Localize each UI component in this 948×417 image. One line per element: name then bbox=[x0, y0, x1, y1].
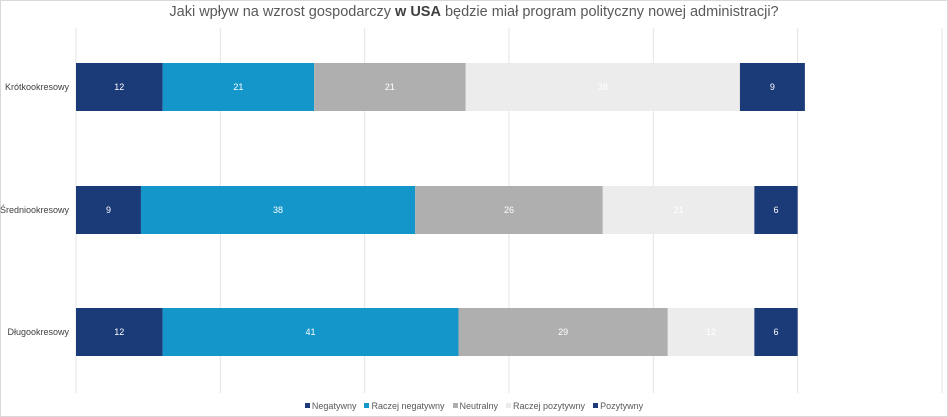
legend-item: Raczej negatywny bbox=[364, 401, 445, 411]
legend-label: Neutralny bbox=[459, 401, 499, 411]
category-label: Długookresowy bbox=[7, 327, 69, 337]
category-labels: Krótkookresowy Średniookresowy Długookreso… bbox=[0, 82, 69, 337]
bar-segment bbox=[314, 63, 466, 111]
bar-segment bbox=[667, 308, 755, 356]
bar-segment bbox=[76, 63, 163, 111]
bar-segment bbox=[602, 186, 755, 234]
data-label: 9 bbox=[770, 82, 775, 92]
bar-segment bbox=[458, 308, 668, 356]
chart-title-bold-part: w USA bbox=[395, 4, 441, 20]
bar-segment bbox=[76, 186, 141, 234]
legend-item: Pozytywny bbox=[593, 401, 643, 411]
bar-segment bbox=[739, 63, 805, 111]
data-label: 38 bbox=[598, 82, 608, 92]
data-label: 21 bbox=[385, 82, 395, 92]
category-label: Krótkookresowy bbox=[5, 82, 70, 92]
data-label: 26 bbox=[504, 205, 514, 215]
bar-segment bbox=[415, 186, 603, 234]
legend-label: Negatywny bbox=[311, 401, 357, 411]
legend-label: Raczej pozytywny bbox=[513, 401, 586, 411]
legend-item: Neutralny bbox=[452, 401, 499, 411]
bars bbox=[76, 63, 805, 356]
legend-item: Negatywny bbox=[304, 401, 357, 411]
legend-swatch bbox=[506, 403, 512, 409]
bar-segment bbox=[162, 63, 315, 111]
data-label: 38 bbox=[273, 205, 283, 215]
category-label: Średniookresowy bbox=[0, 204, 69, 215]
data-label: 12 bbox=[114, 327, 124, 337]
legend-swatch bbox=[304, 403, 310, 409]
legend-item: Raczej pozytywny bbox=[506, 401, 585, 411]
legend-label: Raczej negatywny bbox=[371, 401, 445, 411]
data-label: 12 bbox=[114, 82, 124, 92]
bar-segment bbox=[76, 308, 163, 356]
data-label: 21 bbox=[674, 205, 684, 215]
bar-segment bbox=[754, 308, 798, 356]
data-label: 21 bbox=[233, 82, 243, 92]
legend-label: Pozytywny bbox=[600, 401, 644, 411]
data-label: 12 bbox=[706, 327, 716, 337]
bar-segment bbox=[140, 186, 416, 234]
data-label: 6 bbox=[774, 205, 779, 215]
bar-segment bbox=[754, 186, 798, 234]
chart-legend: Negatywny Raczej negatywny Neutralny Raczej… bbox=[0, 401, 948, 411]
legend-swatch bbox=[452, 403, 458, 409]
data-label: 9 bbox=[106, 205, 111, 215]
legend-swatch bbox=[364, 403, 370, 409]
data-label: 6 bbox=[774, 327, 779, 337]
data-label: 29 bbox=[558, 327, 568, 337]
data-labels: 12 21 21 38 9 9 38 26 21 6 12 41 29 12 6 bbox=[106, 82, 779, 337]
bar-segment bbox=[162, 308, 459, 356]
chart-title: Jaki wpływ na wzrost gospodarczy w USA b… bbox=[0, 4, 948, 20]
chart-title-part-2: będzie miał program polityczny nowej adm… bbox=[440, 4, 779, 20]
chart-title-part-1: Jaki wpływ na wzrost gospodarczy bbox=[169, 4, 396, 20]
bar-segment bbox=[465, 63, 740, 111]
legend-swatch bbox=[593, 403, 599, 409]
data-label: 41 bbox=[306, 327, 316, 337]
